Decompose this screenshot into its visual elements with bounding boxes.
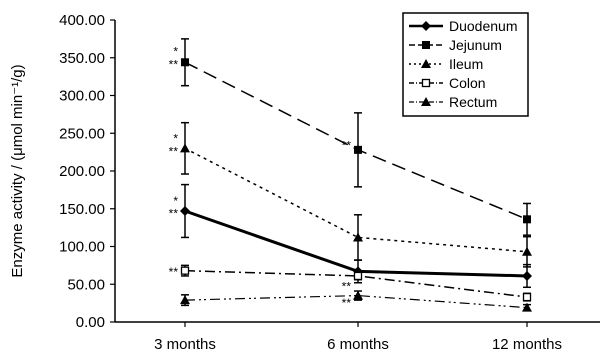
significance-marker: ** (169, 144, 179, 158)
legend-marker (422, 41, 430, 49)
significance-marker: ** (169, 265, 179, 279)
legend-label: Jejunum (449, 37, 502, 53)
y-tick-label: 200.00 (59, 163, 105, 180)
significance-marker: ** (342, 296, 352, 310)
legend-item-rectum: Rectum (409, 94, 497, 110)
series-line (184, 147, 528, 253)
y-tick-label: 400.00 (59, 12, 105, 29)
legend-label: Colon (449, 75, 486, 91)
data-point (180, 206, 190, 217)
series-group (180, 38, 532, 312)
significance-annotations: ***************** (169, 45, 352, 310)
data-point (181, 58, 189, 67)
data-point (522, 292, 532, 302)
legend-item-ileum: Ileum (409, 56, 483, 72)
legend-label: Duodenum (449, 18, 518, 34)
significance-marker: ** (342, 138, 352, 152)
significance-marker: ** (169, 206, 179, 220)
x-axis: 3 months 6 months 12 months (115, 321, 600, 353)
y-axis: 0.00 50.00 100.00 150.00 200.00 250.00 300.00 3… (59, 12, 116, 331)
data-point (353, 232, 363, 242)
legend-label: Ileum (449, 56, 483, 72)
legend-marker (421, 97, 431, 106)
data-point (180, 266, 190, 275)
legend-marker (421, 59, 431, 68)
series-rectum (180, 290, 532, 312)
data-point (353, 290, 363, 300)
y-axis-label: Enzyme activity / (μmol min⁻¹/g) (9, 64, 26, 277)
legend-item-jejunum: Jejunum (409, 37, 502, 53)
x-tick-label: 3 months (154, 336, 216, 353)
legend-item-colon: Colon (409, 75, 486, 91)
legend-marker (421, 78, 431, 88)
series-duodenum (180, 183, 532, 289)
legend-box (402, 12, 529, 117)
significance-marker: ** (342, 280, 352, 294)
y-tick-label: 300.00 (59, 88, 105, 105)
x-tick-label: 6 months (327, 336, 389, 353)
series-line (184, 269, 528, 298)
significance-marker: * (173, 194, 178, 208)
significance-marker: * (173, 45, 178, 59)
y-tick-label: 250.00 (59, 125, 105, 142)
legend-label: Rectum (449, 94, 497, 110)
data-point (523, 215, 531, 224)
data-point (522, 270, 532, 281)
y-tick-label: 150.00 (59, 201, 105, 218)
data-point (522, 302, 532, 312)
data-point (180, 295, 190, 305)
legend: Duodenum Jejunum Ileum Colon Rectum (402, 12, 529, 117)
data-point (354, 145, 362, 154)
y-tick-label: 100.00 (59, 239, 105, 256)
significance-marker: * (173, 132, 178, 146)
y-tick-label: 50.00 (67, 276, 105, 293)
data-point (522, 246, 532, 256)
y-tick-label: 350.00 (59, 50, 105, 67)
data-point (353, 271, 363, 281)
series-line (184, 294, 528, 309)
series-colon (180, 264, 532, 302)
significance-marker: ** (169, 58, 179, 72)
legend-item-duodenum: Duodenum (409, 18, 518, 34)
series-line (184, 209, 528, 278)
y-tick-label: 0.00 (76, 314, 105, 331)
legend-marker (421, 21, 431, 31)
series-jejunum (181, 38, 531, 236)
x-tick-label: 12 months (492, 336, 562, 353)
series-ileum (180, 121, 532, 268)
data-point (180, 143, 190, 153)
